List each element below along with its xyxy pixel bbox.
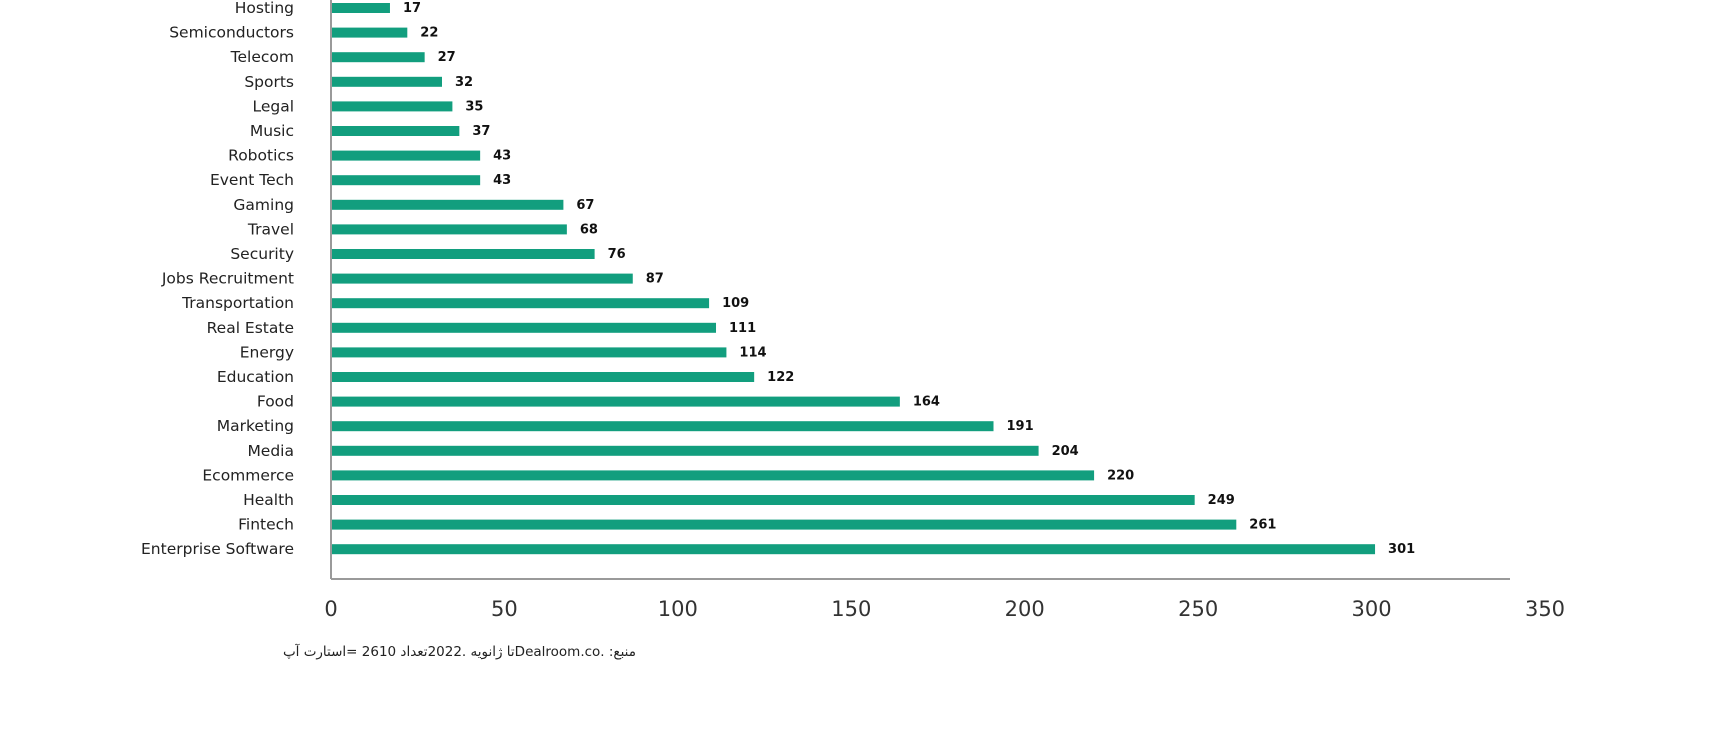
- value-label-event-tech: 43: [493, 173, 511, 188]
- category-label-music: Music: [250, 122, 294, 140]
- value-label-robotics: 43: [493, 149, 511, 164]
- bar-health: [331, 495, 1195, 505]
- bar-gaming: [331, 199, 564, 210]
- value-label-media: 204: [1052, 444, 1079, 459]
- value-label-fintech: 261: [1249, 518, 1276, 533]
- value-labels: 1722273235374343676876871091111141221641…: [403, 1, 1415, 557]
- category-label-real-estate: Real Estate: [207, 319, 294, 337]
- category-label-legal: Legal: [252, 97, 294, 115]
- bar-enterprise-software: [331, 544, 1376, 555]
- category-label-food: Food: [257, 393, 294, 411]
- value-label-security: 76: [608, 247, 626, 262]
- bar-travel: [331, 224, 567, 235]
- bar-ecommerce: [331, 470, 1095, 481]
- value-label-food: 164: [913, 395, 940, 410]
- value-label-ecommerce: 220: [1107, 468, 1134, 483]
- value-label-transportation: 109: [722, 296, 749, 311]
- value-label-jobs-recruitment: 87: [646, 272, 664, 287]
- bar-music: [331, 126, 460, 136]
- category-label-transportation: Transportation: [181, 294, 294, 312]
- category-label-marketing: Marketing: [217, 417, 294, 435]
- value-label-sports: 32: [455, 75, 473, 90]
- category-label-event-tech: Event Tech: [210, 171, 294, 189]
- category-label-fintech: Fintech: [238, 516, 294, 534]
- bar-hosting: [331, 3, 390, 13]
- category-label-enterprise-software: Enterprise Software: [141, 540, 294, 558]
- bar-fintech: [331, 519, 1237, 530]
- bar-media: [331, 445, 1039, 456]
- category-label-security: Security: [230, 245, 294, 263]
- category-label-hosting: Hosting: [235, 0, 294, 17]
- category-label-travel: Travel: [247, 220, 294, 238]
- x-tick-150: 150: [831, 597, 871, 621]
- bar-jobs-recruitment: [331, 273, 633, 284]
- value-label-semiconductors: 22: [420, 26, 438, 41]
- category-label-jobs-recruitment: Jobs Recruitment: [161, 270, 294, 288]
- value-label-music: 37: [472, 124, 490, 139]
- bar-marketing: [331, 421, 994, 432]
- value-label-education: 122: [767, 370, 794, 385]
- category-label-ecommerce: Ecommerce: [202, 466, 294, 484]
- bar-energy: [331, 347, 727, 358]
- bar-transportation: [331, 298, 710, 309]
- bar-telecom: [331, 52, 425, 63]
- category-label-energy: Energy: [240, 343, 294, 361]
- category-label-semiconductors: Semiconductors: [169, 24, 294, 42]
- x-tick-100: 100: [658, 597, 698, 621]
- x-tick-200: 200: [1005, 597, 1045, 621]
- x-tick-labels: 0 50 100 150 200 250 300 350: [324, 597, 1565, 621]
- bar-real-estate: [331, 322, 717, 333]
- bar-education: [331, 372, 755, 382]
- value-label-health: 249: [1208, 493, 1235, 508]
- category-label-gaming: Gaming: [233, 196, 294, 214]
- bar-event-tech: [331, 175, 481, 186]
- category-labels: Hosting Semiconductors Telecom Sports Legal M…: [141, 0, 294, 558]
- value-label-telecom: 27: [438, 50, 456, 65]
- value-label-legal: 35: [465, 99, 483, 114]
- source-note: منبع: .Dealroom.coتا ژانویه .2022تعداد 2…: [282, 644, 636, 660]
- category-label-sports: Sports: [244, 73, 294, 91]
- value-label-marketing: 191: [1006, 419, 1033, 434]
- category-label-health: Health: [243, 491, 294, 509]
- x-tick-50: 50: [491, 597, 518, 621]
- x-tick-250: 250: [1178, 597, 1218, 621]
- category-label-education: Education: [217, 368, 294, 386]
- value-label-gaming: 67: [576, 198, 594, 213]
- bar-legal: [331, 101, 453, 112]
- category-label-media: Media: [247, 442, 294, 460]
- bar-semiconductors: [331, 27, 408, 38]
- bar-food: [331, 396, 900, 407]
- value-label-energy: 114: [739, 345, 766, 360]
- value-label-travel: 68: [580, 222, 598, 237]
- value-label-enterprise-software: 301: [1388, 542, 1415, 557]
- bar-sports: [331, 76, 442, 87]
- value-label-hosting: 17: [403, 1, 421, 16]
- bar-robotics: [331, 150, 481, 161]
- x-tick-0: 0: [324, 597, 337, 621]
- category-label-robotics: Robotics: [228, 147, 294, 165]
- x-tick-300: 300: [1352, 597, 1392, 621]
- x-tick-350: 350: [1525, 597, 1565, 621]
- bar-security: [331, 249, 595, 259]
- category-label-telecom: Telecom: [230, 48, 294, 66]
- bars-group: [331, 3, 1376, 555]
- value-label-real-estate: 111: [729, 321, 756, 336]
